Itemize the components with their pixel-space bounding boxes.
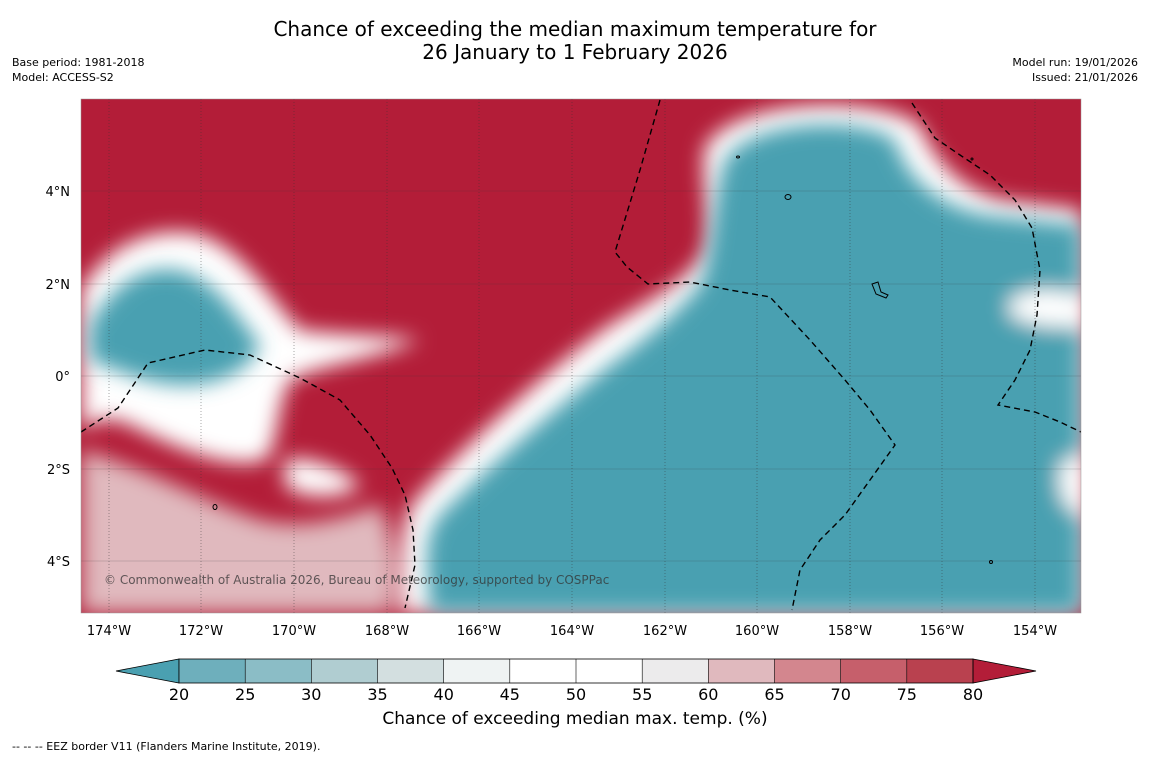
eez-borders (81, 99, 1081, 611)
title-line-1: Chance of exceeding the median maximum t… (273, 17, 877, 41)
colorbar-bin (377, 659, 444, 683)
mid-pink-south-west (81, 450, 396, 613)
low-region-east (426, 124, 1081, 613)
lon-label: 164°W (550, 624, 594, 639)
island-3 (736, 155, 740, 159)
copyright-text: © Commonwealth of Australia 2026, Bureau… (104, 573, 609, 587)
colorbar-tick: 55 (632, 685, 652, 704)
lon-label: 158°W (828, 624, 872, 639)
colorbar-tick: 80 (963, 685, 983, 704)
island-4 (212, 504, 218, 510)
lon-label: 154°W (1013, 624, 1057, 639)
island-6 (970, 157, 974, 161)
colorbar-tick: 35 (367, 685, 387, 704)
lon-label: 168°W (365, 624, 409, 639)
model-run: Model run: 19/01/2026 (1012, 56, 1138, 69)
title-line-2: 26 January to 1 February 2026 (422, 40, 728, 64)
colorbar-bin (443, 659, 510, 683)
colorbar-bin (906, 659, 973, 683)
islands (212, 155, 993, 564)
colorbar-tick: 20 (169, 685, 189, 704)
colorbar-bin (576, 659, 643, 683)
field-low-core (90, 124, 1081, 613)
eez-border-west (81, 349, 416, 609)
colorbar-tick: 65 (764, 685, 784, 704)
colorbar-label: Chance of exceeding median max. temp. (%… (382, 709, 768, 729)
model-name: Model: ACCESS-S2 (12, 71, 114, 84)
island-5 (989, 560, 993, 564)
meta-left: Base period: 1981-2018 Model: ACCESS-S2 (12, 55, 144, 85)
base-period: Base period: 1981-2018 (12, 56, 145, 69)
lon-label: 160°W (735, 624, 779, 639)
map-area: © Commonwealth of Australia 2026, Bureau… (81, 99, 1081, 613)
island-1 (784, 194, 792, 200)
colorbar-tick: 75 (897, 685, 917, 704)
colorbar-bin (642, 659, 709, 683)
colorbar-tick: 30 (301, 685, 321, 704)
lat-label: 4°N (46, 185, 71, 200)
lon-label: 172°W (179, 624, 223, 639)
lon-label: 170°W (272, 624, 316, 639)
lon-axis-labels: 174°W 172°W 170°W 168°W 166°W 164°W 162°… (87, 624, 1057, 639)
colorbar-tick: 50 (566, 685, 586, 704)
lon-label: 174°W (87, 624, 131, 639)
lon-label: 156°W (920, 624, 964, 639)
eez-border-central (614, 99, 896, 611)
colorbar-tick: 45 (500, 685, 520, 704)
colorbar-tick: 70 (831, 685, 851, 704)
lon-label: 162°W (643, 624, 687, 639)
lat-label: 0° (55, 370, 70, 385)
colorbar-bin (245, 659, 312, 683)
colorbar-tick: 40 (434, 685, 454, 704)
lon-label: 166°W (457, 624, 501, 639)
lat-label: 2°N (46, 278, 71, 293)
meta-right: Model run: 19/01/2026 Issued: 21/01/2026 (1012, 55, 1138, 85)
eez-border-east (911, 102, 1081, 433)
colorbar-bin (179, 659, 246, 683)
colorbar-high-extend (972, 658, 1037, 684)
colorbar: 20 25 30 35 40 45 50 55 60 65 70 75 80 (115, 658, 1037, 704)
eez-footnote: -- -- -- EEZ border V11 (Flanders Marine… (12, 740, 321, 753)
issued-date: Issued: 21/01/2026 (1031, 71, 1138, 84)
white-patch-south (285, 459, 360, 497)
low-region-west (90, 269, 260, 385)
colorbar-tick: 25 (235, 685, 255, 704)
colorbar-tick: 60 (698, 685, 718, 704)
chart-title: Chance of exceeding the median maximum t… (0, 18, 1150, 64)
map-frame (80, 98, 1082, 614)
colorbar-bin (311, 659, 378, 683)
colorbar-bin (774, 659, 841, 683)
white-spot-southeast (1060, 456, 1081, 515)
colorbar-low-extend (115, 658, 180, 684)
graticule (81, 99, 1081, 613)
lat-label: 4°S (47, 555, 70, 570)
lat-label: 2°S (47, 463, 70, 478)
island-2 (871, 281, 889, 299)
colorbar-bin (509, 659, 576, 683)
colorbar-bin (840, 659, 907, 683)
lat-axis-labels: 4°N 2°N 0° 2°S 4°S (46, 185, 71, 570)
white-spot-east (1010, 289, 1081, 327)
colorbar-bin (708, 659, 775, 683)
